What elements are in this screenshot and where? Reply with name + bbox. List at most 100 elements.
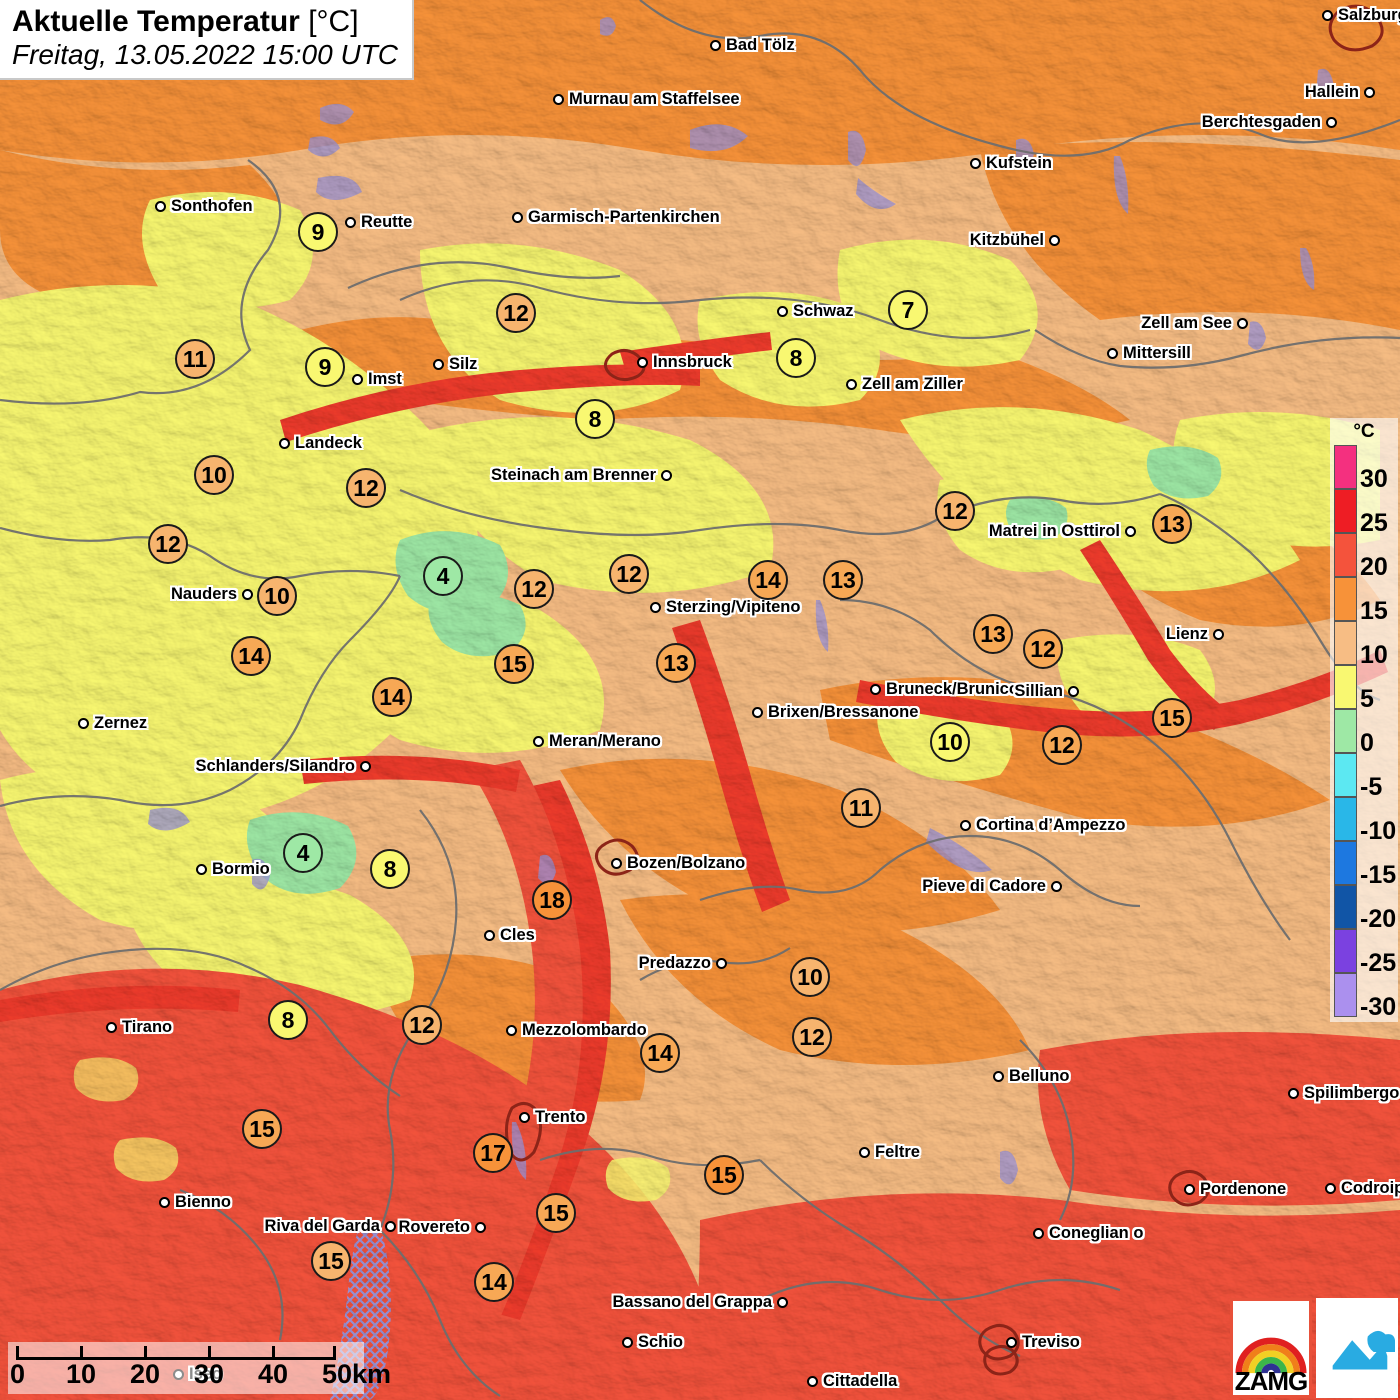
city-dot-icon bbox=[512, 212, 523, 223]
legend-color-swatch bbox=[1334, 488, 1357, 533]
city-name-text: Trento bbox=[535, 1108, 586, 1126]
city-dot-icon bbox=[710, 40, 721, 51]
legend-value-label: -20 bbox=[1360, 904, 1397, 933]
legend-row: 0 bbox=[1334, 708, 1394, 757]
city-name-text: Imst bbox=[368, 370, 402, 388]
legend-unit-label: °C bbox=[1353, 421, 1375, 442]
city-label: Innsbruck bbox=[637, 353, 732, 372]
city-label: Lienz bbox=[1166, 625, 1224, 644]
legend-color-swatch bbox=[1334, 620, 1357, 665]
city-dot-icon bbox=[1051, 881, 1062, 892]
city-dot-icon bbox=[159, 1197, 170, 1208]
temperature-legend: °C 30 25 20 15 10 5 0 -5 -10 -15 -20 -25 -30 bbox=[1330, 418, 1398, 1022]
city-label: Pordenone bbox=[1184, 1180, 1286, 1199]
city-label: Bormio bbox=[196, 860, 270, 879]
city-label: Cles bbox=[484, 926, 535, 945]
city-dot-icon bbox=[519, 1112, 530, 1123]
legend-color-swatch bbox=[1334, 708, 1357, 753]
city-name-text: Kufstein bbox=[986, 154, 1052, 172]
station-temperature-marker: 14 bbox=[640, 1033, 680, 1073]
city-dot-icon bbox=[1322, 10, 1333, 21]
legend-value-label: -5 bbox=[1360, 772, 1383, 801]
city-label: Garmisch-Partenkirchen bbox=[512, 208, 720, 227]
geosphere-mountain-cloud-logo[interactable] bbox=[1316, 1298, 1398, 1398]
station-temperature-marker: 7 bbox=[888, 290, 928, 330]
city-name-text: Pieve di Cadore bbox=[922, 877, 1046, 895]
station-temperature-marker: 13 bbox=[823, 560, 863, 600]
city-label: Sillian bbox=[1014, 682, 1079, 701]
legend-row: -5 bbox=[1334, 752, 1394, 801]
legend-value-label: 10 bbox=[1360, 640, 1388, 669]
scale-bar-tick bbox=[144, 1346, 147, 1360]
city-name-text: Cittadella bbox=[823, 1372, 898, 1390]
city-label: Salzburg bbox=[1322, 6, 1400, 25]
city-dot-icon bbox=[106, 1022, 117, 1033]
scale-bar-line bbox=[16, 1357, 336, 1360]
city-label: Rovereto bbox=[398, 1218, 486, 1237]
legend-color-swatch bbox=[1334, 532, 1357, 577]
legend-value-label: -15 bbox=[1360, 860, 1397, 889]
city-label: Murnau am Staffelsee bbox=[553, 90, 740, 109]
station-temperature-marker: 10 bbox=[930, 722, 970, 762]
city-dot-icon bbox=[279, 438, 290, 449]
legend-row: -10 bbox=[1334, 796, 1396, 843]
city-name-text: Zernez bbox=[94, 714, 148, 732]
city-name-text: Schlanders/Silandro bbox=[195, 757, 355, 775]
city-dot-icon bbox=[846, 379, 857, 390]
legend-row: -30 bbox=[1334, 972, 1396, 1019]
city-label: Schlanders/Silandro bbox=[195, 757, 371, 776]
city-label: Belluno bbox=[993, 1067, 1070, 1086]
legend-color-swatch bbox=[1334, 928, 1357, 973]
legend-row: 15 bbox=[1334, 576, 1394, 625]
map-title-box: Aktuelle Temperatur [°C] Freitag, 13.05.… bbox=[0, 0, 415, 80]
city-label: Kitzbühel bbox=[970, 231, 1060, 250]
legend-color-swatch bbox=[1334, 884, 1357, 929]
city-label: Predazzo bbox=[639, 954, 727, 973]
city-label: Zell am Ziller bbox=[846, 375, 963, 394]
legend-row: -15 bbox=[1334, 840, 1397, 889]
city-name-text: Spilimbergo bbox=[1304, 1084, 1400, 1102]
city-name-text: Cortina d’Ampezzo bbox=[976, 816, 1126, 834]
city-label: Treviso bbox=[1006, 1333, 1080, 1352]
city-name-text: Feltre bbox=[875, 1143, 920, 1161]
city-label: Zernez bbox=[78, 714, 147, 733]
station-temperature-marker: 11 bbox=[175, 339, 215, 379]
city-name-text: Sonthofen bbox=[171, 197, 253, 215]
city-dot-icon bbox=[716, 958, 727, 969]
zamg-rainbow-logo[interactable]: ZAMG bbox=[1230, 1298, 1312, 1398]
city-label: Reutte bbox=[345, 213, 412, 232]
station-temperature-marker: 15 bbox=[494, 644, 534, 684]
city-label: Imst bbox=[352, 370, 402, 389]
legend-row: 25 bbox=[1334, 488, 1394, 535]
city-label: Silz bbox=[433, 355, 477, 374]
scale-bar-tick-label: 10 bbox=[66, 1359, 97, 1389]
city-name-text: Bormio bbox=[212, 860, 270, 878]
city-dot-icon bbox=[1049, 235, 1060, 246]
legend-value-label: -25 bbox=[1360, 948, 1397, 977]
city-name-text: Zell am See bbox=[1141, 314, 1232, 332]
city-name-text: Steinach am Brenner bbox=[490, 466, 656, 484]
legend-value-label: 0 bbox=[1360, 728, 1374, 757]
city-dot-icon bbox=[960, 820, 971, 831]
city-label: Riva del Garda bbox=[264, 1217, 396, 1236]
legend-value-label: 15 bbox=[1360, 596, 1388, 625]
city-name-text: Rovereto bbox=[398, 1218, 470, 1236]
city-dot-icon bbox=[533, 736, 544, 747]
city-name-text: Bassano del Grappa bbox=[612, 1293, 772, 1311]
city-dot-icon bbox=[1326, 117, 1337, 128]
station-temperature-marker: 13 bbox=[973, 614, 1013, 654]
station-temperature-marker: 18 bbox=[532, 880, 572, 920]
scale-bar: 0 10 20 30 40 50km bbox=[8, 1342, 391, 1394]
station-temperature-marker: 14 bbox=[474, 1262, 514, 1302]
city-name-text: Treviso bbox=[1022, 1333, 1080, 1351]
city-label: Kufstein bbox=[970, 154, 1052, 173]
logo-area: ZAMG bbox=[1230, 1298, 1398, 1398]
station-temperature-marker: 11 bbox=[841, 788, 881, 828]
scale-bar-tick bbox=[80, 1346, 83, 1360]
city-label: Landeck bbox=[279, 434, 362, 453]
city-name-text: Coneglian o bbox=[1049, 1224, 1144, 1242]
scale-bar-tick bbox=[333, 1346, 336, 1360]
scale-bar-labels: 0 10 20 30 40 50km bbox=[10, 1359, 391, 1392]
station-temperature-marker: 12 bbox=[402, 1005, 442, 1045]
